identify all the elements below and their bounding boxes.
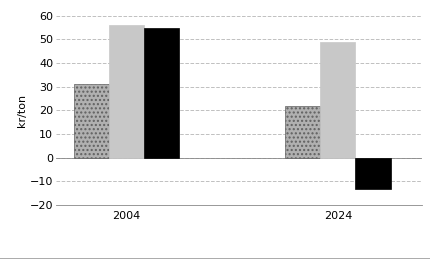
Y-axis label: kr/ton: kr/ton (17, 94, 27, 127)
Bar (74, 84, 109, 158)
Legend: Udlicitering, Fuldkommen konkurrence 6% ("den perfekte plan"), Fuldkommen konkur: Udlicitering, Fuldkommen konkurrence 6% … (0, 258, 430, 263)
Bar (355, 158, 390, 189)
Bar (144, 28, 179, 158)
Bar (109, 25, 144, 158)
Bar (284, 106, 319, 158)
Bar (319, 42, 355, 158)
